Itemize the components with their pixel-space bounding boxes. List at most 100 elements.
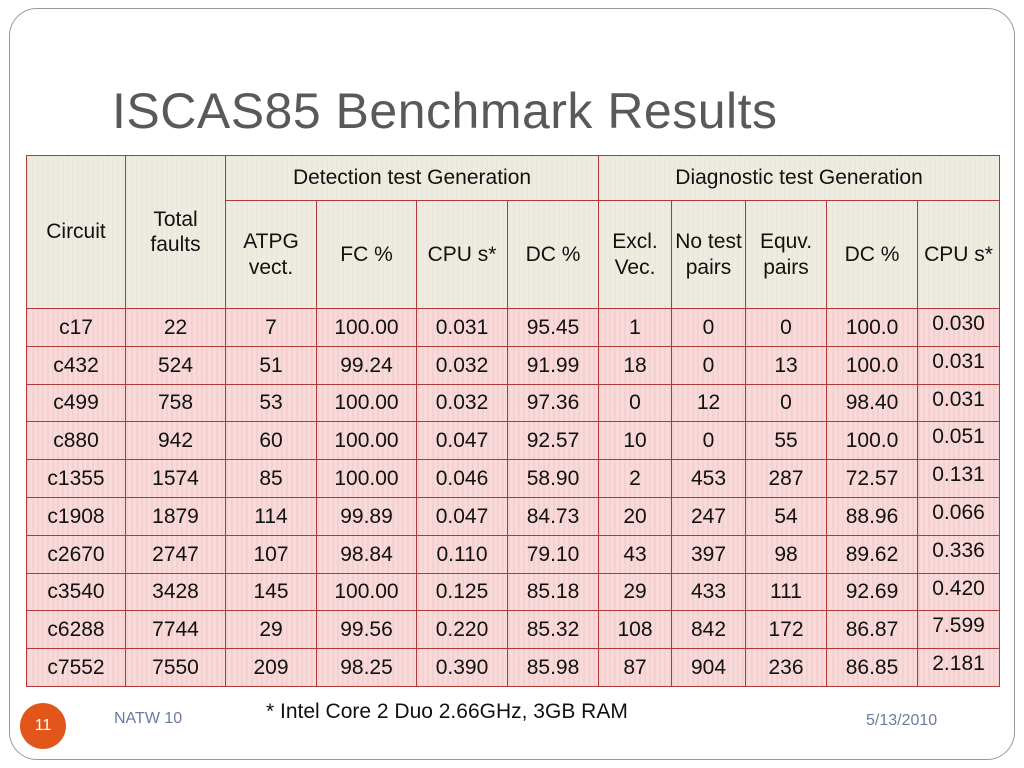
table-cell: 0.031 (917, 345, 1001, 385)
table-cell: 99.24 (316, 345, 417, 385)
table-cell: 85.32 (506, 610, 600, 650)
table-cell: 84.73 (506, 496, 600, 536)
table-body: c17 22 7 100.00 0.031 95.45 1 0 0 100.0 0.030 c432 5… (26, 308, 1001, 687)
table-cell: 20 (598, 496, 673, 536)
table-cell: 98.25 (316, 648, 417, 687)
slide-frame (9, 8, 1015, 760)
table-cell: 145 (225, 572, 317, 612)
footnote: * Intel Core 2 Duo 2.66GHz, 3GB RAM (266, 700, 628, 723)
table-cell: 0.032 (416, 383, 508, 423)
table-cell: 98.40 (826, 383, 919, 423)
table-cell: 100.00 (316, 383, 417, 423)
circuit-cell: c7552 (26, 648, 126, 687)
table-cell: 0 (671, 308, 747, 347)
table-cell: 53 (225, 383, 317, 423)
circuit-cell: c3540 (26, 572, 126, 612)
footer-date: 5/13/2010 (866, 712, 938, 729)
circuit-cell: c1355 (26, 459, 126, 498)
table-cell: 22 (125, 308, 226, 347)
table-cell: 7.599 (917, 610, 1001, 650)
table-cell: 842 (671, 610, 747, 650)
table-cell: 0 (671, 421, 747, 461)
table-cell: 100.00 (316, 572, 417, 612)
circuit-cell: c1908 (26, 496, 126, 536)
table-cell: 0.047 (416, 496, 508, 536)
table-cell: 287 (745, 459, 828, 498)
table-cell: 0.131 (917, 459, 1001, 498)
table-cell: 92.69 (826, 572, 919, 612)
sub-header-cell: DC % (506, 200, 600, 309)
table-cell: 95.45 (506, 308, 600, 347)
table-cell: 100.0 (826, 345, 919, 385)
table-cell: 89.62 (826, 534, 919, 574)
sub-header-cell: CPU s* (917, 200, 1001, 309)
circuit-cell: c6288 (26, 610, 126, 650)
table-cell: 99.56 (316, 610, 417, 650)
table-cell: 86.85 (826, 648, 919, 687)
table-cell: 10 (598, 421, 673, 461)
table-cell: 0.047 (416, 421, 508, 461)
sub-header-cell: ATPG vect. (225, 200, 317, 309)
table-cell: 0.110 (416, 534, 508, 574)
table-cell: 100.0 (826, 308, 919, 347)
table-cell: 0.420 (917, 572, 1001, 612)
table-cell: 85.18 (506, 572, 600, 612)
table-cell: 0.032 (416, 345, 508, 385)
table-cell: 85 (225, 459, 317, 498)
table-cell: 3428 (125, 572, 226, 612)
table-cell: 7550 (125, 648, 226, 687)
table-cell: 88.96 (826, 496, 919, 536)
table-cell: 0 (745, 308, 828, 347)
table-cell: 100.00 (316, 308, 417, 347)
table-cell: 7744 (125, 610, 226, 650)
table-cell: 758 (125, 383, 226, 423)
circuit-cell: c880 (26, 421, 126, 461)
table-cell: 72.57 (826, 459, 919, 498)
table-cell: 108 (598, 610, 673, 650)
table-cell: 247 (671, 496, 747, 536)
table-cell: 98 (745, 534, 828, 574)
table-cell: 51 (225, 345, 317, 385)
footer-event: NATW 10 (114, 710, 183, 727)
table-cell: 99.89 (316, 496, 417, 536)
table-row: c6288 7744 29 99.56 0.220 85.32 108 842 172 86.87… (26, 610, 1001, 650)
table-cell: 0.051 (917, 421, 1001, 461)
table-cell: 453 (671, 459, 747, 498)
table-cell: 114 (225, 496, 317, 536)
page-number-badge: 11 (20, 703, 66, 749)
table-row: c1355 1574 85 100.00 0.046 58.90 2 453 287 72.57 0… (26, 459, 1001, 498)
table-cell: 0.031 (917, 383, 1001, 423)
table-cell: 209 (225, 648, 317, 687)
table-row: c499 758 53 100.00 0.032 97.36 0 12 0 98.40 0.031 (26, 383, 1001, 423)
table-row: c2670 2747 107 98.84 0.110 79.10 43 397 98 89.62 0… (26, 534, 1001, 574)
table-cell: 0 (671, 345, 747, 385)
table-cell: 1574 (125, 459, 226, 498)
table-cell: 0.030 (917, 308, 1001, 347)
table-cell: 2.181 (917, 648, 1001, 687)
header-detection: Detection test Generation (224, 155, 600, 201)
table-row: c1908 1879 114 99.89 0.047 84.73 20 247 54 88.96 0… (26, 496, 1001, 536)
table-cell: 100.00 (316, 421, 417, 461)
circuit-cell: c2670 (26, 534, 126, 574)
header-circuit: Circuit (26, 155, 126, 309)
table-cell: 0.220 (416, 610, 508, 650)
sub-header-cell: CPU s* (416, 200, 508, 309)
table-cell: 85.98 (506, 648, 600, 687)
table-row: c7552 7550 209 98.25 0.390 85.98 87 904 236 86.85… (26, 648, 1001, 687)
circuit-cell: c499 (26, 383, 126, 423)
table-cell: 397 (671, 534, 747, 574)
sub-header-cell: FC % (316, 200, 417, 309)
table-cell: 2 (598, 459, 673, 498)
table-cell: 12 (671, 383, 747, 423)
results-table: Circuit Total faults Detection test Gene… (26, 155, 1001, 687)
sub-header-cell: No test pairs (671, 200, 747, 309)
table-cell: 107 (225, 534, 317, 574)
table-cell: 43 (598, 534, 673, 574)
table-cell: 0.125 (416, 572, 508, 612)
table-cell: 98.84 (316, 534, 417, 574)
table-cell: 433 (671, 572, 747, 612)
table-cell: 18 (598, 345, 673, 385)
sub-header-row: ATPG vect. FC % CPU s* DC % Excl. Vec. No tes… (27, 200, 1001, 309)
table-row: c17 22 7 100.00 0.031 95.45 1 0 0 100.0 0.030 (26, 308, 1001, 347)
table-cell: 29 (598, 572, 673, 612)
